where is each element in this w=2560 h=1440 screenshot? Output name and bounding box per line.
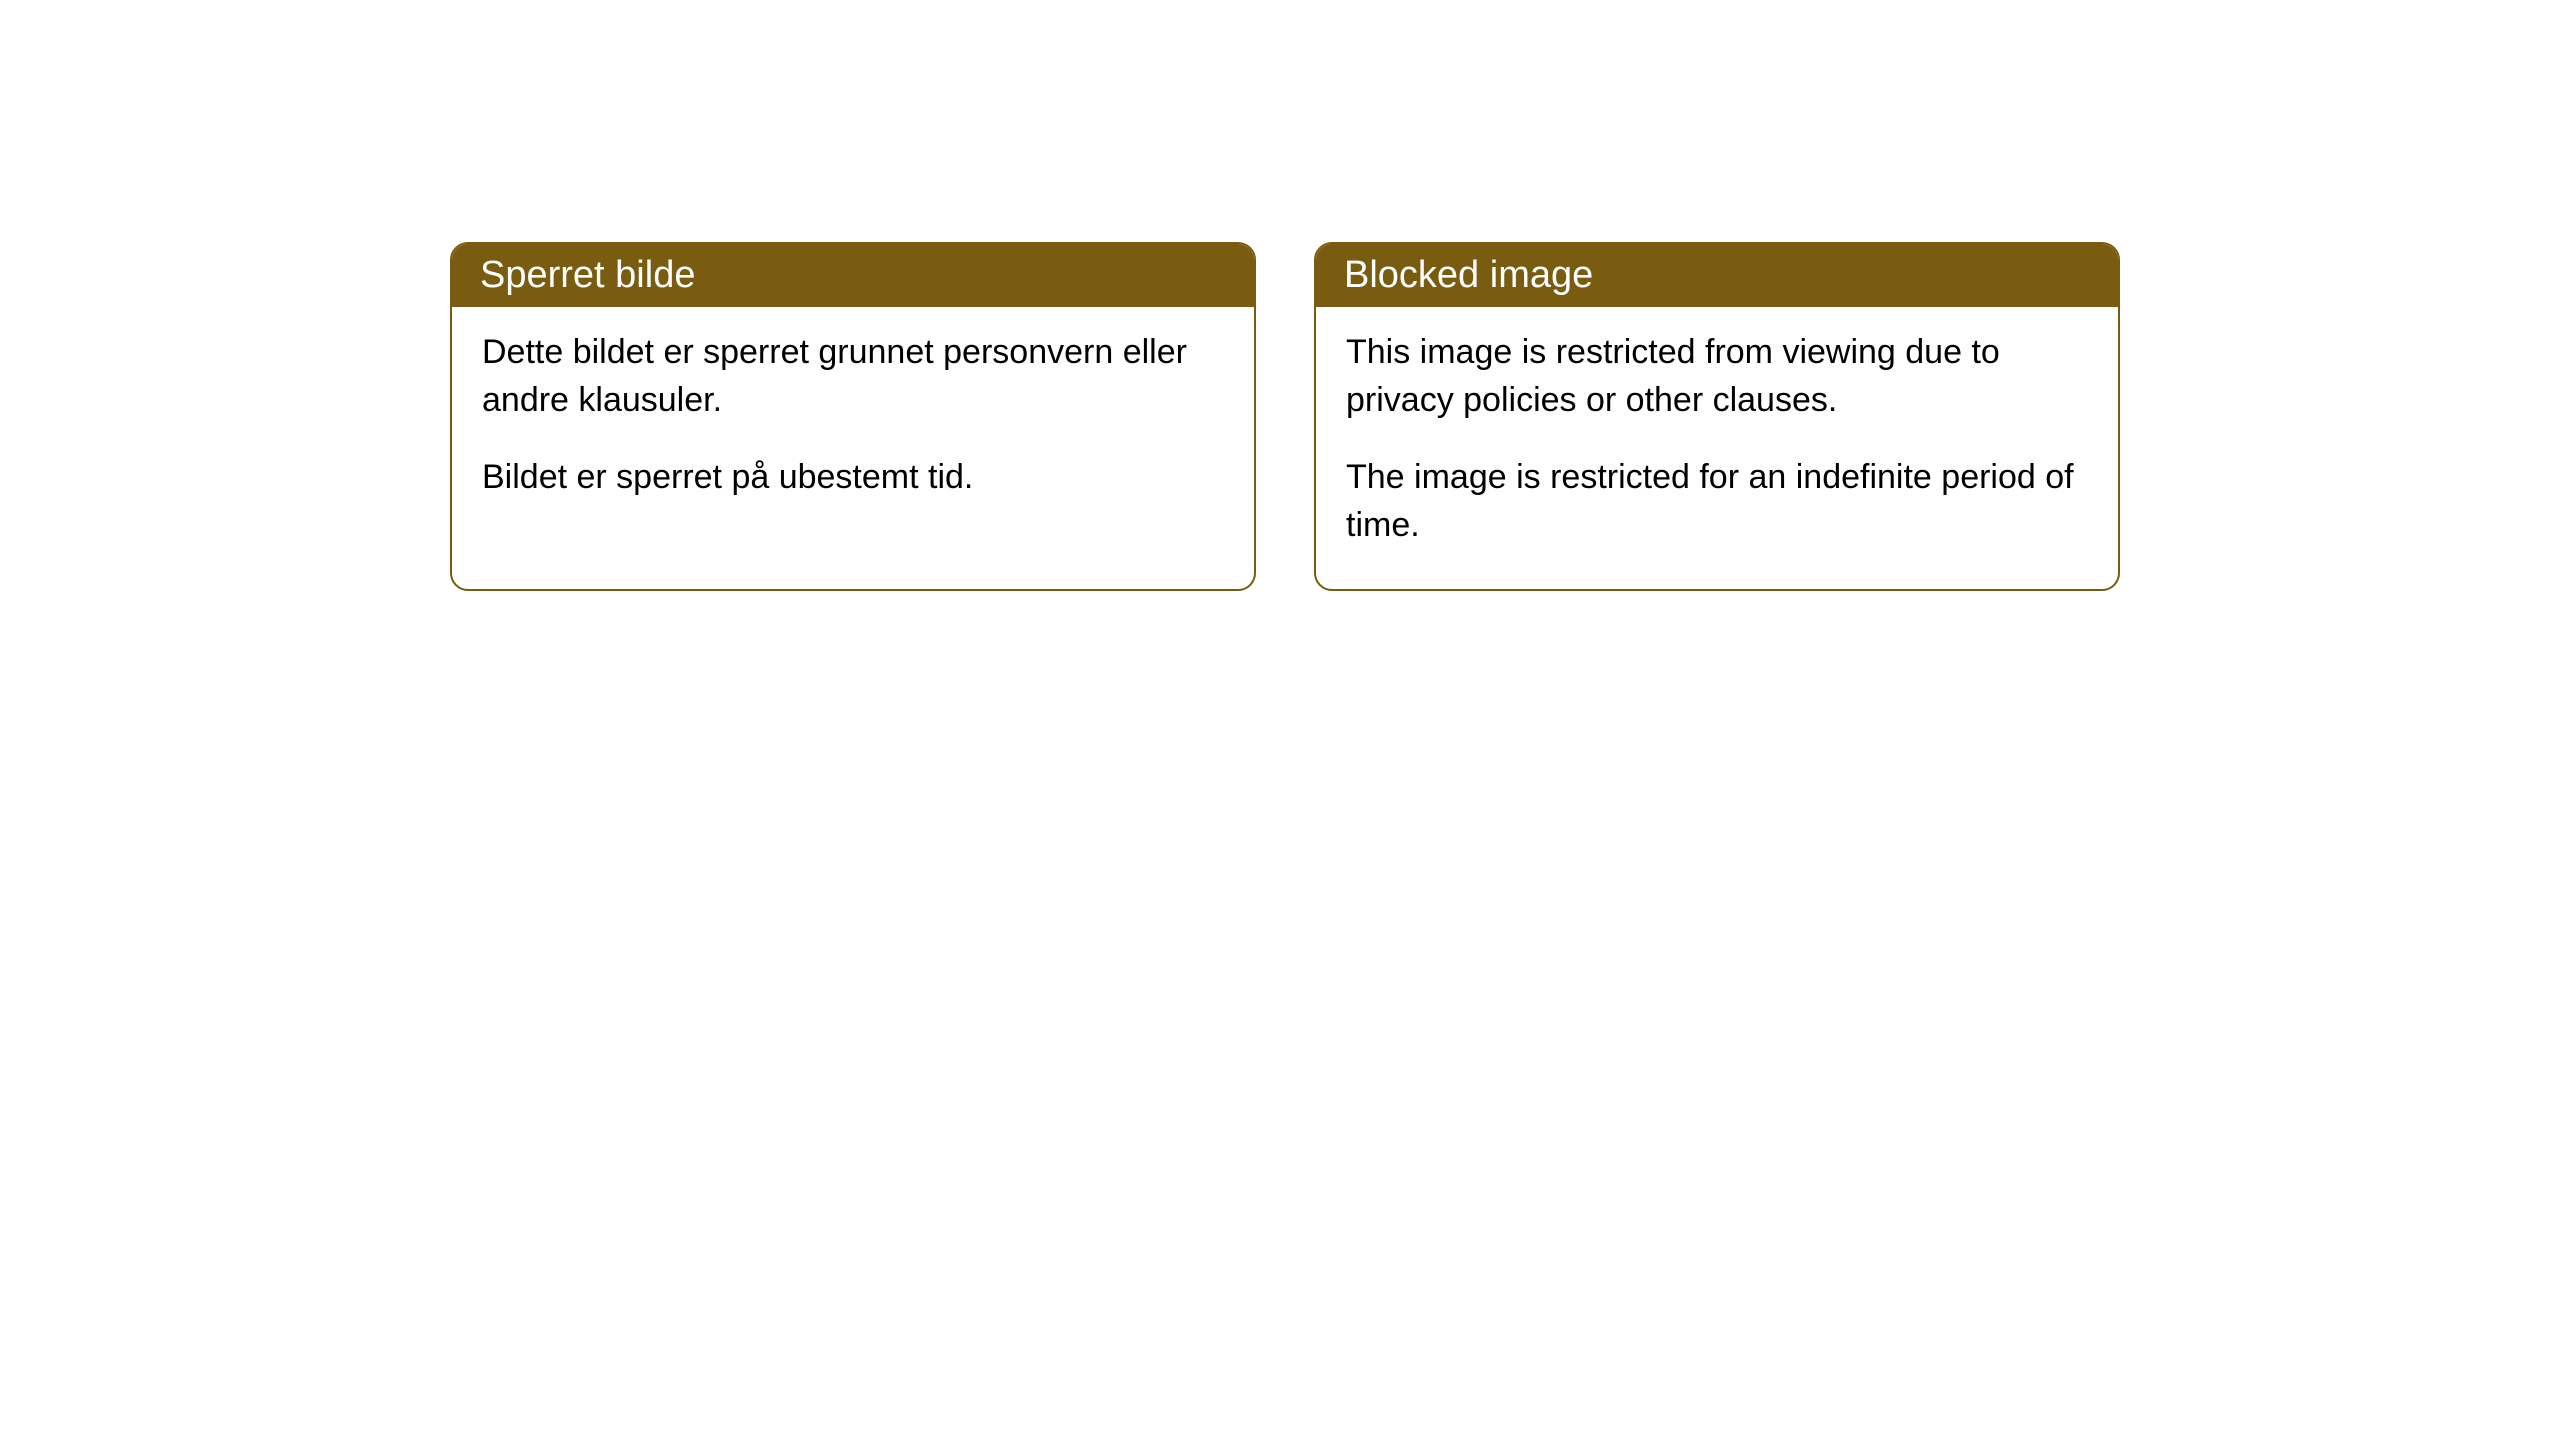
card-body: This image is restricted from viewing du… — [1316, 307, 2118, 589]
card-header-title: Blocked image — [1316, 244, 2118, 307]
card-paragraph: Dette bildet er sperret grunnet personve… — [482, 329, 1224, 424]
card-header-title: Sperret bilde — [452, 244, 1254, 307]
notice-container: Sperret bilde Dette bildet er sperret gr… — [450, 242, 2120, 591]
notice-card-norwegian: Sperret bilde Dette bildet er sperret gr… — [450, 242, 1256, 591]
card-paragraph: Bildet er sperret på ubestemt tid. — [482, 454, 1224, 502]
card-body: Dette bildet er sperret grunnet personve… — [452, 307, 1254, 542]
card-paragraph: This image is restricted from viewing du… — [1346, 329, 2088, 424]
notice-card-english: Blocked image This image is restricted f… — [1314, 242, 2120, 591]
card-paragraph: The image is restricted for an indefinit… — [1346, 454, 2088, 549]
